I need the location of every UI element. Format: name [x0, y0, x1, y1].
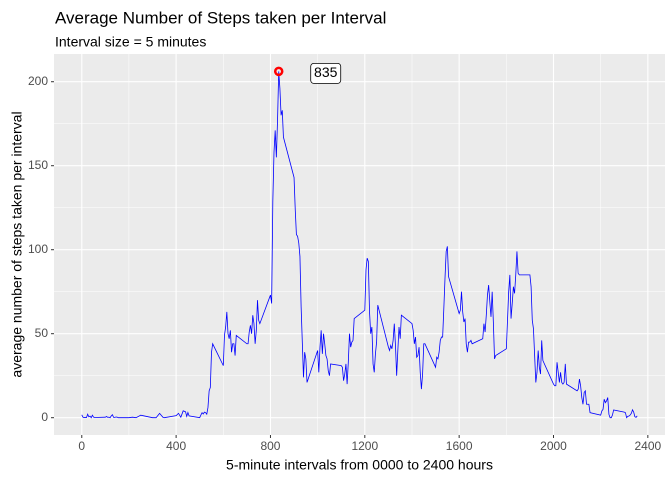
annotation-box: [310, 62, 342, 84]
y-tick-label: 100: [28, 242, 48, 256]
x-tick-label: 2000: [540, 439, 567, 453]
annotation-label: 835: [314, 64, 338, 80]
y-tick-label: 200: [28, 74, 48, 88]
highlight-point: [273, 66, 284, 77]
x-tick-label: 800: [260, 439, 280, 453]
y-tick-label: 50: [35, 326, 49, 340]
x-tick-label: 2400: [634, 439, 661, 453]
x-tick-label: 400: [166, 439, 186, 453]
panel: [54, 54, 665, 435]
line: [81, 71, 638, 419]
x-tick-label: 1600: [446, 439, 473, 453]
y-tick-label: 0: [41, 410, 48, 424]
x-tick-label: 1200: [351, 439, 378, 453]
chart-subtitle: Interval size = 5 minutes: [55, 34, 206, 50]
y-tick-label: 150: [28, 158, 48, 172]
chart-title: Average Number of Steps taken per Interv…: [55, 8, 386, 27]
x-tick-label: 0: [78, 439, 85, 453]
x-axis-label: 5-minute intervals from 0000 to 2400 hou…: [226, 457, 493, 473]
y-axis-label: average number of steps taken per interv…: [9, 111, 25, 377]
